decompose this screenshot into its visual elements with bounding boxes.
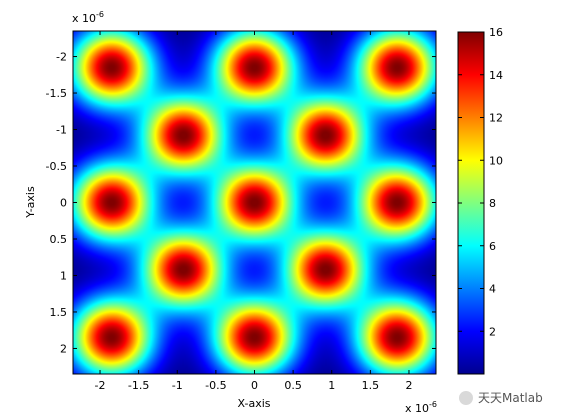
y-tick-label: -0.5 [46, 160, 67, 173]
x-tick-label: -0.5 [205, 379, 226, 392]
colorbar-tick-label: 6 [489, 240, 496, 253]
y-tick-label: -1.5 [46, 87, 67, 100]
colorbar-tick-label: 4 [489, 283, 496, 296]
x-tick-label: 1 [328, 379, 335, 392]
y-tick-label: 0.5 [50, 233, 68, 246]
y-axis-label: Y-axis [24, 186, 37, 219]
colorbar-tick-label: 16 [489, 26, 503, 39]
y-tick-label: 2 [60, 342, 67, 355]
wechat-logo-icon [459, 391, 473, 405]
colorbar-tick-label: 12 [489, 112, 503, 125]
y-tick-label: -1 [56, 124, 67, 137]
watermark: 天天Matlab [459, 391, 543, 405]
y-tick-label: 0 [60, 197, 67, 210]
y-tick-label: 1.5 [50, 306, 68, 319]
y-tick-label: 1 [60, 269, 67, 282]
y-axis-multiplier: x 10-6 [72, 10, 104, 25]
colorbar-tick-label: 2 [489, 325, 496, 338]
x-axis-ticks: -2 -1.5 -1 -0.5 0 0.5 1 1.5 2 [95, 31, 412, 392]
colorbar-tick-label: 14 [489, 69, 503, 82]
x-axis-label: X-axis [238, 397, 271, 410]
x-tick-label: -1 [172, 379, 183, 392]
x-tick-label: 1.5 [362, 379, 380, 392]
colorbar-ticks: 16 14 12 10 8 6 4 2 [458, 26, 503, 338]
x-tick-label: 2 [405, 379, 412, 392]
x-tick-label: 0.5 [284, 379, 302, 392]
watermark-text: 天天Matlab [478, 391, 543, 405]
colorbar-tick-label: 8 [489, 197, 496, 210]
y-axis-ticks: -2 -1.5 -1 -0.5 0 0.5 1 1.5 2 [46, 51, 436, 355]
x-axis-multiplier: x 10-6 [405, 400, 437, 415]
x-tick-label: -1.5 [128, 379, 149, 392]
heatmap-image [73, 31, 436, 374]
x-tick-label: -2 [95, 379, 106, 392]
x-tick-label: 0 [251, 379, 258, 392]
colorbar-tick-label: 10 [489, 154, 503, 167]
y-tick-label: -2 [56, 51, 67, 64]
